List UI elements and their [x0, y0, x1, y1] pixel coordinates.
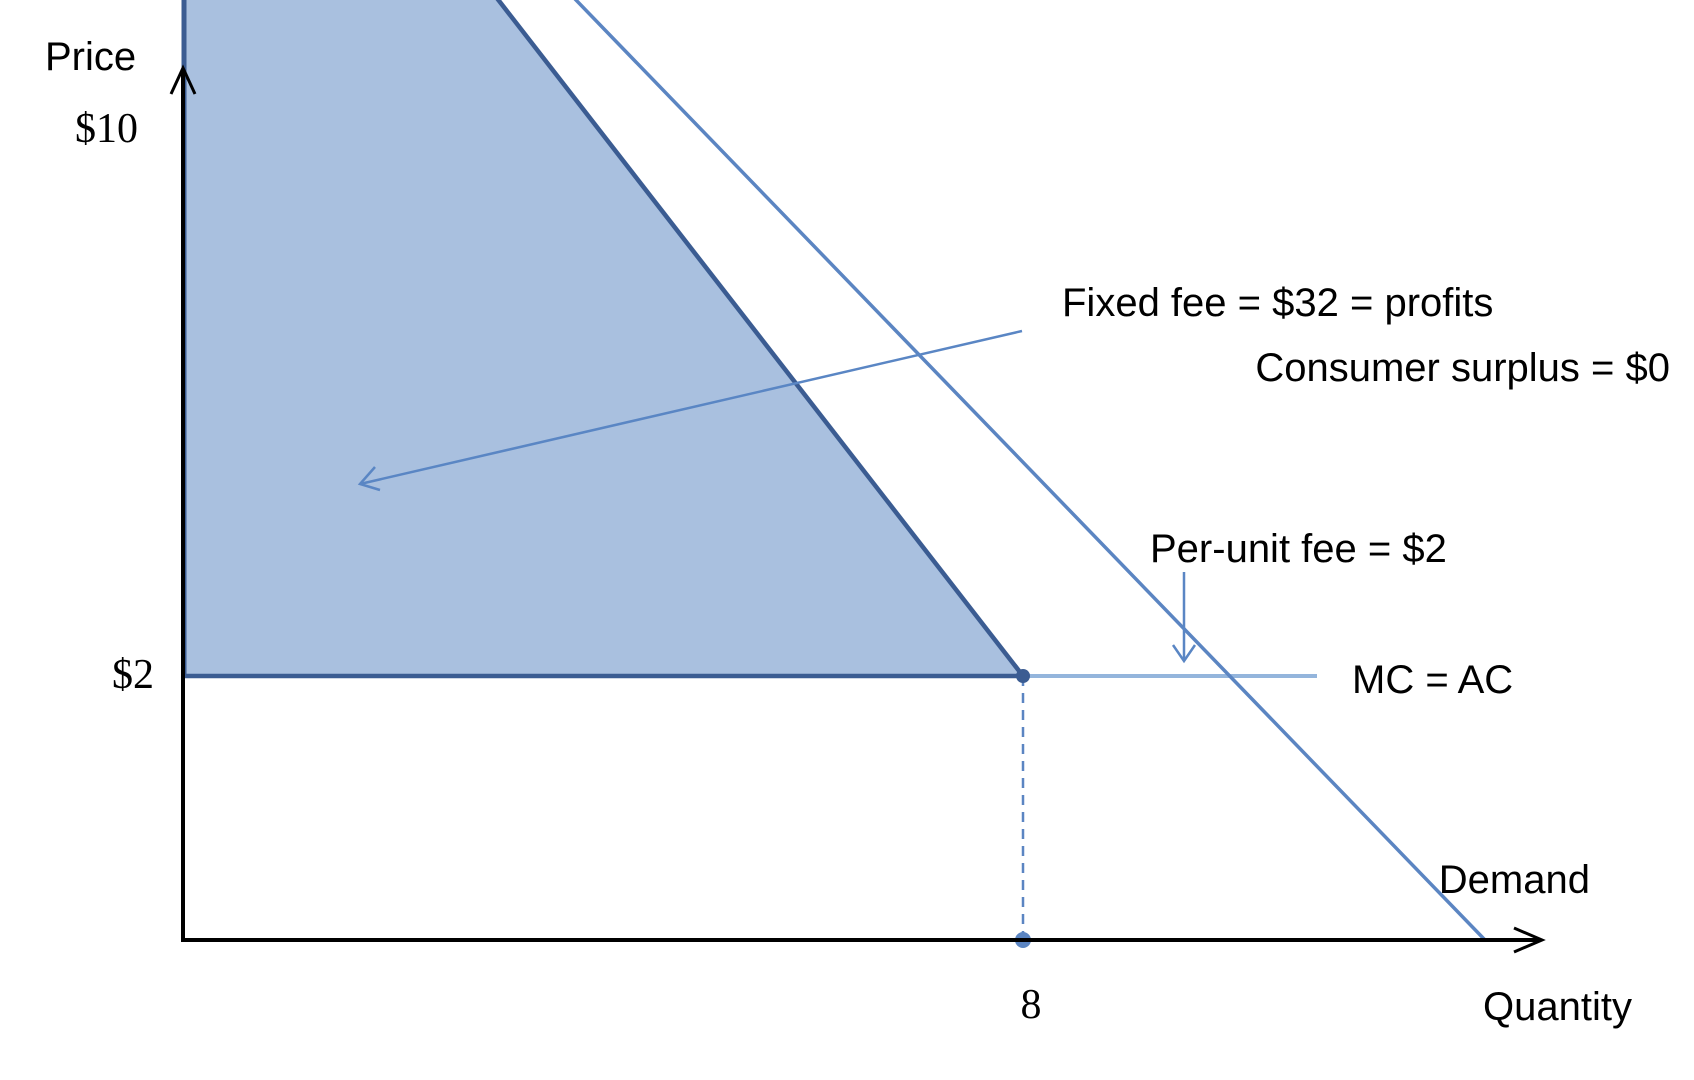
fixed-fee-arrowhead: [357, 466, 381, 492]
y-axis-arrowhead: [169, 64, 197, 95]
y-axis-label: Price: [45, 35, 136, 79]
fixed-fee-area: [183, 0, 1023, 676]
demand-label: Demand: [1439, 858, 1590, 902]
fixed-fee-arrow-line: [359, 329, 1023, 486]
x-axis-arrowhead: [1513, 926, 1546, 954]
x-axis-label: Quantity: [1483, 985, 1632, 1029]
shaded-edge-demand: [495, 0, 1025, 678]
demand-line: [573, 0, 1487, 942]
fixed-fee-label: Fixed fee = $32 = profits: [1062, 281, 1493, 325]
per-unit-fee-label: Per-unit fee = $2: [1150, 527, 1447, 571]
consumer-surplus-label: Consumer surplus = $0: [1255, 346, 1670, 390]
y-tick-label-10: $10: [75, 106, 138, 152]
per-unit-fee-arrowhead: [1171, 644, 1197, 664]
equilibrium-point: [1016, 669, 1030, 683]
y-tick-label-2: $2: [112, 652, 154, 698]
mc-ac-label: MC = AC: [1352, 658, 1513, 702]
x-tick-label-8: 8: [1021, 982, 1042, 1028]
